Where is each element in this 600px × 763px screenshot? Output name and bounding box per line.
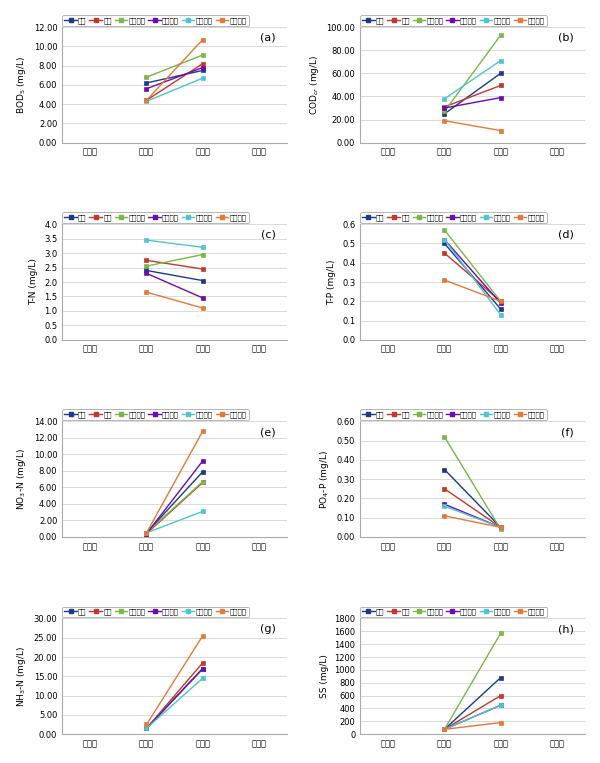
Text: (c): (c)	[261, 230, 276, 240]
Text: (e): (e)	[260, 427, 276, 437]
Y-axis label: NH$_3$-N (mg/L): NH$_3$-N (mg/L)	[15, 645, 28, 707]
Text: (g): (g)	[260, 624, 276, 634]
Y-axis label: BOD$_5$ (mg/L): BOD$_5$ (mg/L)	[15, 56, 28, 114]
Legend: 유기, 관행, 안성유기, 율인유기, 안성관행, 율인관행: 유기, 관행, 안성유기, 율인유기, 안성관행, 율인관행	[62, 15, 248, 26]
Y-axis label: T-N (mg/L): T-N (mg/L)	[29, 259, 38, 305]
Text: (b): (b)	[558, 33, 574, 43]
Text: (a): (a)	[260, 33, 276, 43]
Legend: 유기, 관행, 안성유기, 율인유기, 안성관행, 율인관행: 유기, 관행, 안성유기, 율인유기, 안성관행, 율인관행	[360, 607, 547, 617]
Legend: 유기, 관행, 안성유기, 율인유기, 안성관행, 율인관행: 유기, 관행, 안성유기, 율인유기, 안성관행, 율인관행	[360, 212, 547, 223]
Text: (d): (d)	[558, 230, 574, 240]
Legend: 유기, 관행, 안성유기, 율인유기, 안성관행, 율인관행: 유기, 관행, 안성유기, 율인유기, 안성관행, 율인관행	[62, 607, 248, 617]
Legend: 유기, 관행, 안성유기, 율인유기, 안성관행, 율인관행: 유기, 관행, 안성유기, 율인유기, 안성관행, 율인관행	[62, 212, 248, 223]
Text: (h): (h)	[558, 624, 574, 634]
Y-axis label: SS (mg/L): SS (mg/L)	[320, 655, 329, 698]
Legend: 유기, 관행, 안성유기, 율인유기, 안성관행, 율인관행: 유기, 관행, 안성유기, 율인유기, 안성관행, 율인관행	[62, 410, 248, 420]
Y-axis label: PO$_4$-P (mg/L): PO$_4$-P (mg/L)	[318, 449, 331, 509]
Y-axis label: NO$_3$-N (mg/L): NO$_3$-N (mg/L)	[15, 449, 28, 510]
Text: (f): (f)	[561, 427, 574, 437]
Y-axis label: COD$_{cr}$ (mg/L): COD$_{cr}$ (mg/L)	[308, 55, 321, 115]
Y-axis label: T-P (mg/L): T-P (mg/L)	[328, 259, 337, 304]
Legend: 유기, 관행, 안성유기, 율인유기, 안성관행, 율인관행: 유기, 관행, 안성유기, 율인유기, 안성관행, 율인관행	[360, 410, 547, 420]
Legend: 유기, 관행, 안성유기, 율인유기, 안성관행, 율인관행: 유기, 관행, 안성유기, 율인유기, 안성관행, 율인관행	[360, 15, 547, 26]
